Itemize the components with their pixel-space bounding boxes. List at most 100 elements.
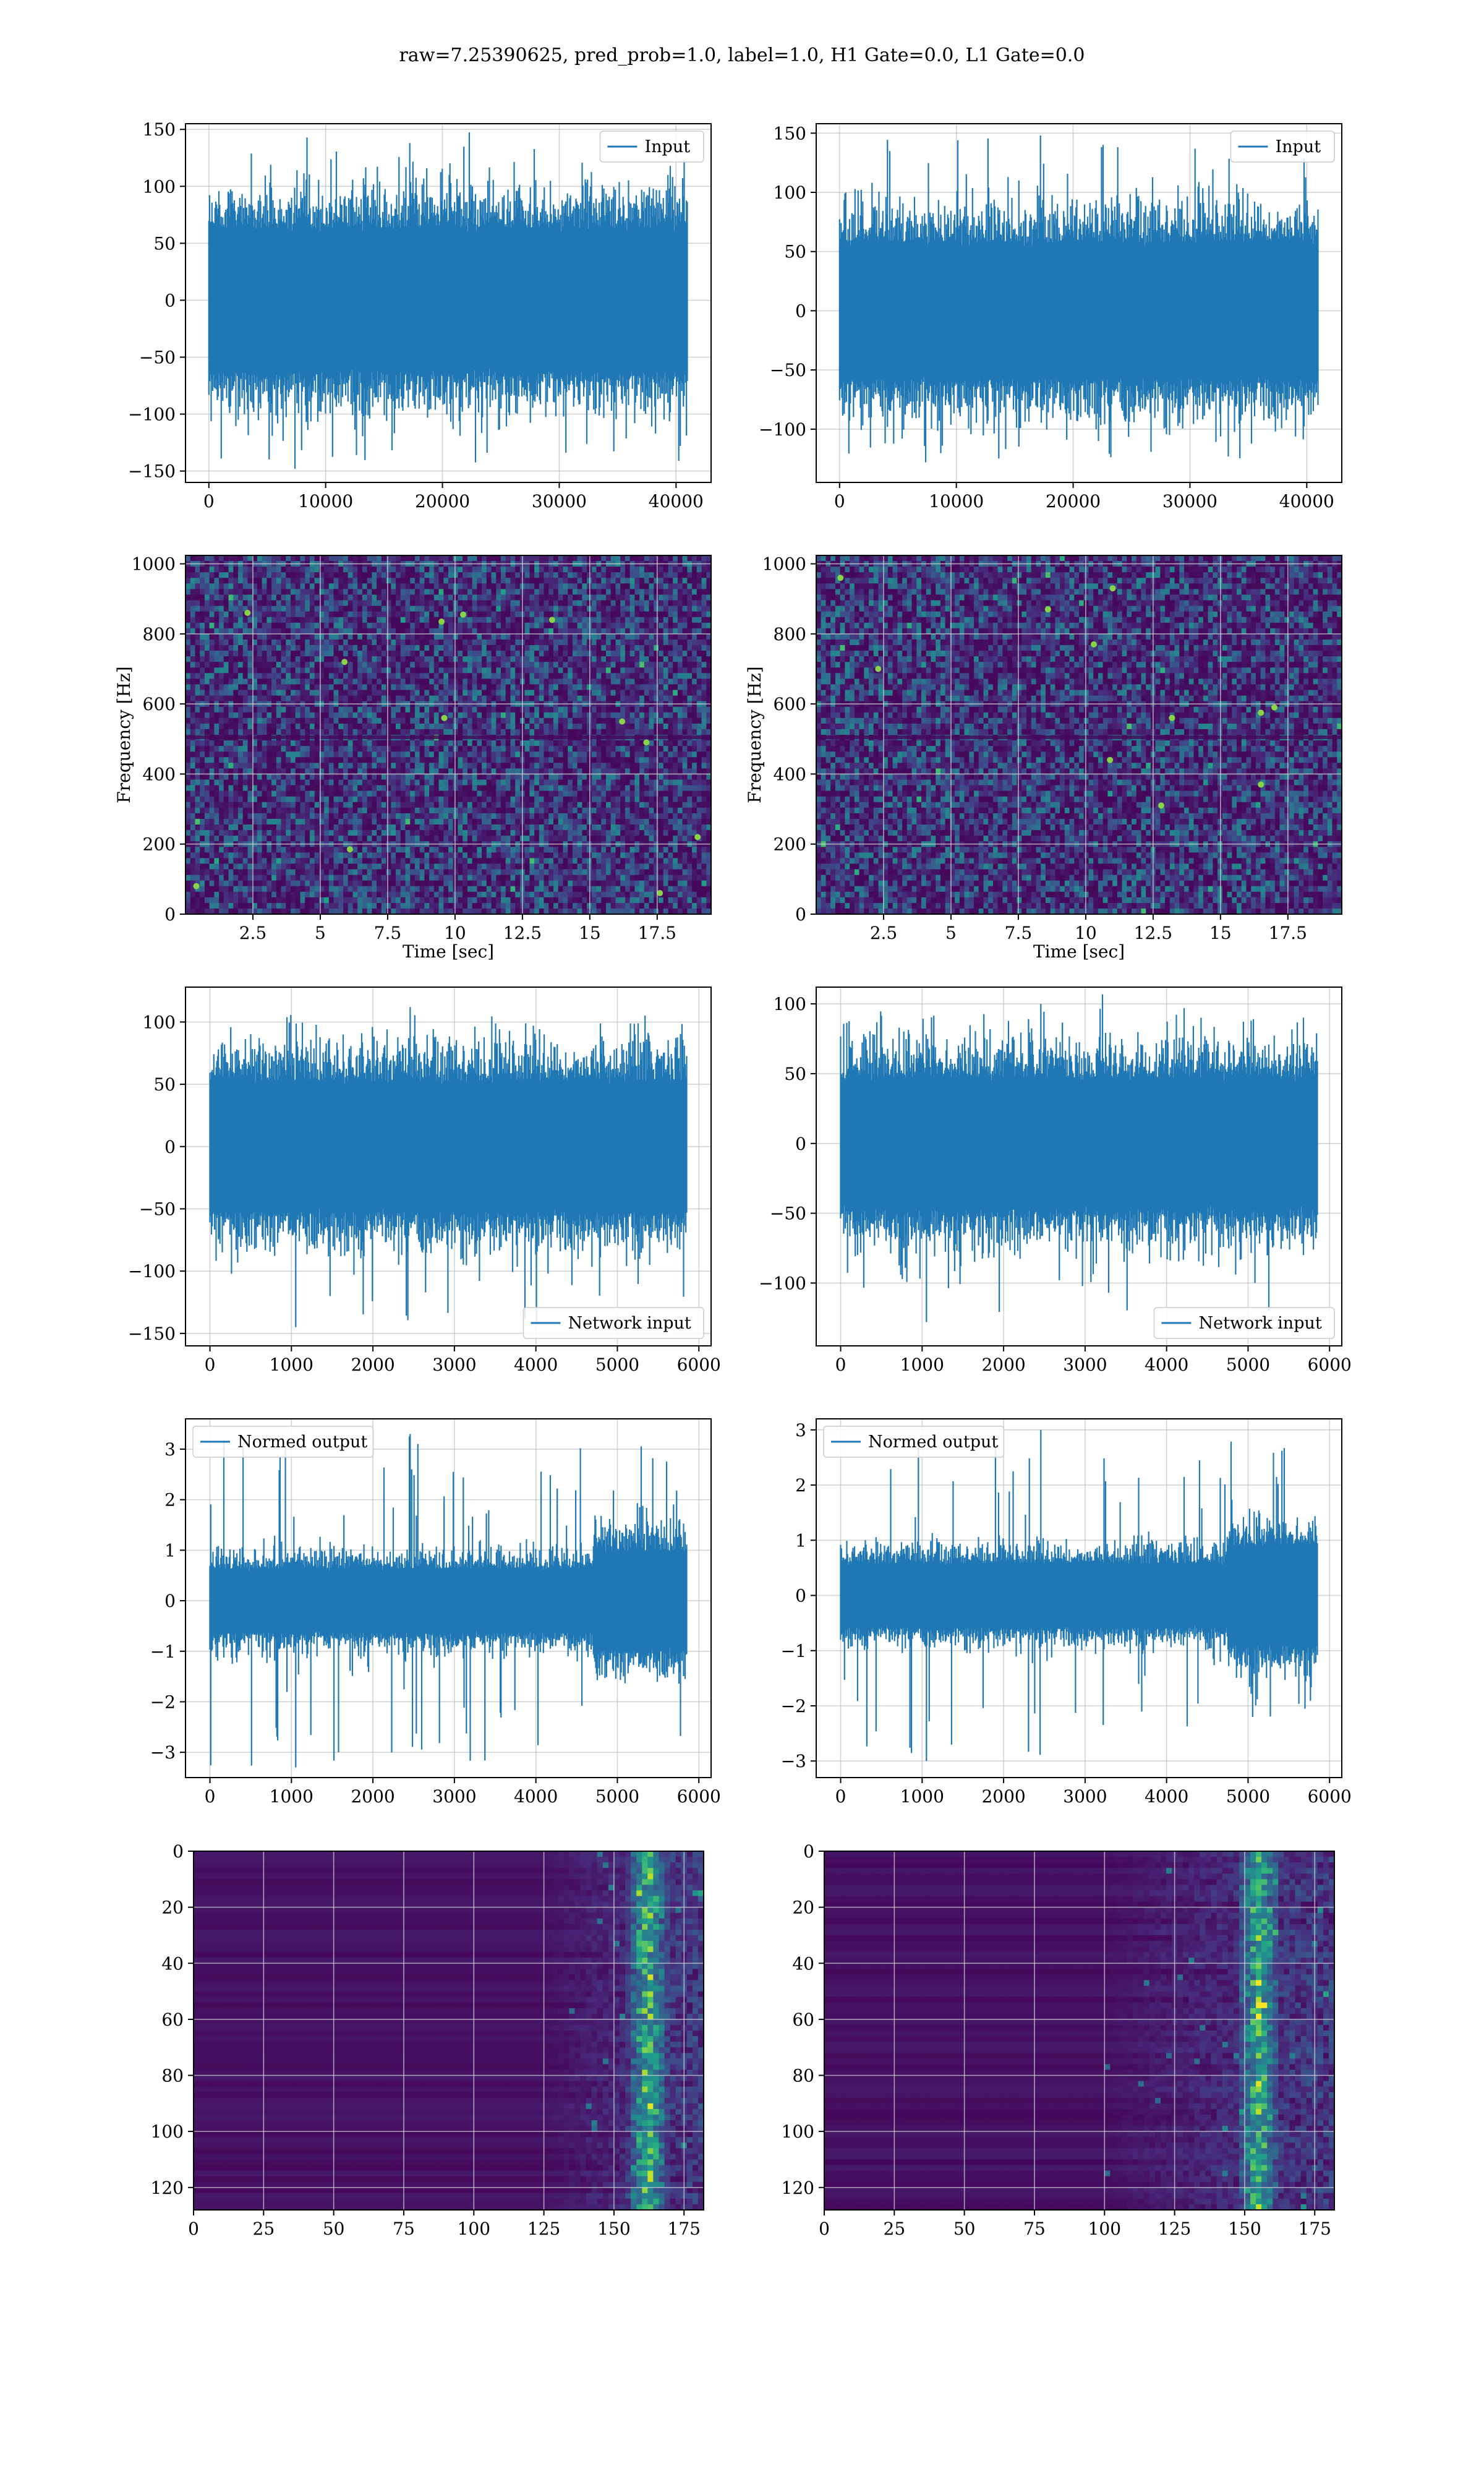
heatmap-cell xyxy=(592,612,597,618)
heatmap-cell xyxy=(482,763,487,769)
heatmap-cell xyxy=(281,567,286,573)
heatmap-cell xyxy=(233,713,238,719)
heatmap-cell xyxy=(597,651,602,657)
heatmap-cell xyxy=(492,578,497,584)
heatmap-cell xyxy=(558,785,563,792)
heatmap-cell xyxy=(625,606,630,612)
heatmap-cell xyxy=(496,690,501,696)
heatmap-cell xyxy=(511,684,516,690)
heatmap-cell xyxy=(525,645,530,651)
heatmap-cell xyxy=(271,751,276,758)
heatmap-cell xyxy=(558,740,563,747)
heatmap-cell xyxy=(563,696,568,702)
heatmap-cell xyxy=(678,572,683,578)
heatmap-cell xyxy=(362,785,367,792)
heatmap-cell xyxy=(673,656,678,662)
heatmap-cell xyxy=(338,690,343,696)
heatmap-cell xyxy=(429,572,434,578)
heatmap-cell xyxy=(406,583,411,589)
heatmap-cell xyxy=(329,690,334,696)
heatmap-cell xyxy=(482,578,487,584)
heatmap-cell xyxy=(229,589,234,595)
heatmap-cell xyxy=(248,673,253,679)
heatmap-cell xyxy=(391,640,396,646)
heatmap-cell xyxy=(501,612,506,618)
heatmap-cell xyxy=(639,601,644,607)
heatmap-cell xyxy=(630,645,635,651)
heatmap-cell xyxy=(200,640,205,646)
heatmap-cell xyxy=(377,612,382,618)
heatmap-cell xyxy=(186,707,190,713)
heatmap-cell xyxy=(683,656,688,662)
heatmap-cell xyxy=(597,684,602,690)
heatmap-cell xyxy=(324,572,329,578)
heatmap-cell xyxy=(324,673,329,679)
heatmap-cell xyxy=(367,791,372,797)
heatmap-cell xyxy=(291,746,296,752)
heatmap-cell xyxy=(529,572,534,578)
heatmap-cell xyxy=(697,785,702,792)
heatmap-cell xyxy=(386,645,391,651)
heatmap-cell xyxy=(496,578,501,584)
heatmap-cell xyxy=(592,656,597,662)
heatmap-cell xyxy=(186,785,190,792)
heatmap-cell xyxy=(506,740,511,747)
heatmap-cell xyxy=(663,673,668,679)
heatmap-cell xyxy=(329,667,334,674)
heatmap-cell xyxy=(434,578,439,584)
heatmap-cell xyxy=(692,662,697,668)
heatmap-cell xyxy=(257,684,262,690)
heatmap-cell xyxy=(463,707,467,713)
heatmap-cell xyxy=(229,696,234,702)
heatmap-cell xyxy=(639,634,644,640)
heatmap-cell xyxy=(205,696,210,702)
heatmap-cell xyxy=(506,785,511,792)
heatmap-cell xyxy=(410,589,415,595)
heatmap-cell xyxy=(659,707,663,713)
heatmap-cell xyxy=(338,757,343,763)
heatmap-cell xyxy=(324,791,329,797)
heatmap-cell xyxy=(539,718,544,724)
heatmap-cell xyxy=(568,651,573,657)
heatmap-cell xyxy=(654,791,659,797)
heatmap-cell xyxy=(467,583,472,589)
heatmap-cell xyxy=(472,690,477,696)
heatmap-cell xyxy=(429,780,434,786)
heatmap-cell xyxy=(210,651,215,657)
heatmap-cell xyxy=(534,746,539,752)
heatmap-cell xyxy=(683,757,688,763)
heatmap-cell xyxy=(573,718,578,724)
heatmap-cell xyxy=(544,729,549,735)
heatmap-cell xyxy=(271,640,276,646)
heatmap-cell xyxy=(386,589,391,595)
heatmap-cell xyxy=(630,696,635,702)
heatmap-cell xyxy=(348,583,353,589)
heatmap-cell xyxy=(353,623,358,629)
heatmap-cell xyxy=(616,606,621,612)
heatmap-cell xyxy=(630,656,635,662)
heatmap-cell xyxy=(401,628,406,635)
heatmap-cell xyxy=(611,780,616,786)
heatmap-cell xyxy=(377,589,382,595)
heatmap-cell xyxy=(410,780,415,786)
heatmap-cell xyxy=(678,606,683,612)
heatmap-cell xyxy=(515,729,520,735)
heatmap-cell xyxy=(501,589,506,595)
heatmap-cell xyxy=(200,746,205,752)
heatmap-cell xyxy=(238,707,243,713)
heatmap-cell xyxy=(443,578,448,584)
heatmap-cell xyxy=(286,746,291,752)
heatmap-cell xyxy=(424,678,429,685)
heatmap-cell xyxy=(683,713,688,719)
heatmap-cell xyxy=(487,656,492,662)
heatmap-cell xyxy=(525,555,530,562)
heatmap-cell xyxy=(639,628,644,635)
heatmap-cell xyxy=(496,601,501,607)
heatmap-cell xyxy=(310,656,315,662)
heatmap-cell xyxy=(219,678,224,685)
heatmap-cell xyxy=(382,645,386,651)
heatmap-cell xyxy=(195,713,200,719)
heatmap-cell xyxy=(496,567,501,573)
heatmap-cell xyxy=(592,583,597,589)
heatmap-cell xyxy=(673,617,678,623)
